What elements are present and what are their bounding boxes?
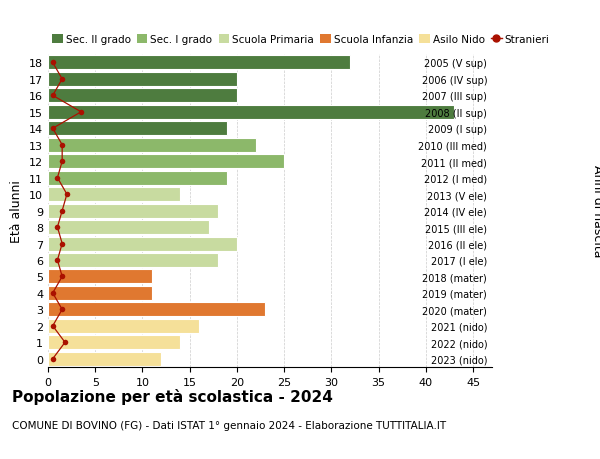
Text: COMUNE DI BOVINO (FG) - Dati ISTAT 1° gennaio 2024 - Elaborazione TUTTITALIA.IT: COMUNE DI BOVINO (FG) - Dati ISTAT 1° ge… [12,420,446,430]
Bar [48,155,284,169]
Text: Popolazione per età scolastica - 2024: Popolazione per età scolastica - 2024 [12,388,333,404]
Bar [48,286,152,300]
Bar [48,270,152,284]
Bar [48,188,180,202]
Legend: Sec. II grado, Sec. I grado, Scuola Primaria, Scuola Infanzia, Asilo Nido, Stran: Sec. II grado, Sec. I grado, Scuola Prim… [48,30,554,49]
Bar [48,221,209,235]
Bar [48,106,454,119]
Bar [48,73,237,87]
Bar [48,204,218,218]
Bar [48,89,237,103]
Bar [48,253,218,268]
Bar [48,336,180,350]
Bar [48,319,199,333]
Text: Anni di nascita: Anni di nascita [590,165,600,257]
Bar [48,237,237,251]
Bar [48,139,256,152]
Bar [48,352,161,366]
Bar [48,122,227,136]
Bar [48,56,350,70]
Bar [48,171,227,185]
Bar [48,303,265,317]
Y-axis label: Età alunni: Età alunni [10,180,23,242]
